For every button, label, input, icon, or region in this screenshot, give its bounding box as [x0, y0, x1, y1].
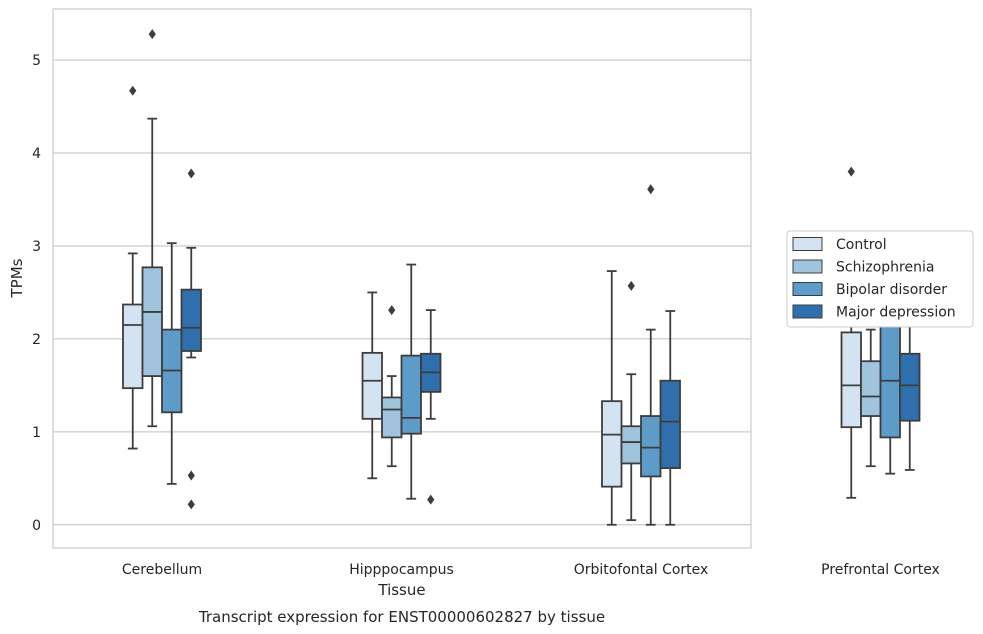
outlier-point	[847, 166, 855, 177]
legend-frame	[786, 230, 974, 328]
legend-label: Major depression	[836, 305, 956, 321]
boxes	[122, 29, 921, 526]
box-body	[180, 288, 202, 352]
box-2-3	[659, 310, 681, 526]
outlier-point	[129, 85, 137, 96]
box-body	[659, 379, 681, 469]
legend-label: Control	[836, 237, 887, 253]
box-body	[601, 400, 623, 488]
legend-swatch	[792, 282, 823, 296]
legend-item: Control	[792, 237, 887, 253]
box-body	[899, 352, 921, 422]
box-body	[640, 415, 662, 478]
box-1-0	[361, 291, 383, 480]
box-1-1	[381, 305, 403, 468]
box-body	[879, 319, 901, 439]
outlier-point	[647, 184, 655, 195]
legend-swatch	[792, 259, 823, 274]
x-tick-label: Cerebellum	[122, 562, 202, 578]
legend: Control Schizophrenia Bipolar disorder Majo…	[786, 230, 974, 328]
box-0-3	[180, 168, 202, 510]
y-tick-labels: 0 1 2 3 4 5	[32, 53, 41, 534]
box-2-1	[620, 280, 642, 522]
y-tick-label: 1	[32, 425, 41, 441]
y-tick-label: 0	[32, 518, 41, 534]
x-tick-label: Prefrontal Cortex	[821, 562, 940, 578]
box-3-1	[860, 328, 882, 468]
box-body	[361, 351, 383, 420]
box-2-0	[601, 270, 623, 526]
outlier-point	[148, 29, 156, 40]
x-tick-labels: Cerebellum Hipppocampus Orbitofontal Corte…	[122, 562, 940, 578]
box-0-1	[141, 29, 163, 428]
box-body	[122, 303, 144, 390]
box-0-0	[122, 85, 144, 450]
x-tick-label: Hipppocampus	[349, 562, 454, 578]
box-body	[860, 360, 882, 417]
chart-caption: Transcript expression for ENST0000060282…	[198, 608, 605, 626]
y-axis-title: TPMs	[8, 258, 26, 298]
box-body	[400, 354, 422, 435]
outlier-point	[427, 494, 435, 505]
outlier-point	[187, 470, 195, 481]
box-3-0	[840, 166, 862, 499]
box-2-2	[640, 184, 662, 526]
legend-item: Bipolar disorder	[792, 282, 947, 298]
legend-item: Schizophrenia	[792, 259, 934, 276]
x-tick-label: Orbitofontal Cortex	[574, 562, 709, 578]
legend-label: Bipolar disorder	[836, 282, 947, 298]
box-0-2	[161, 242, 183, 485]
outlier-point	[187, 168, 195, 179]
y-tick-label: 4	[32, 146, 41, 162]
y-tick-label: 2	[32, 332, 41, 348]
legend-item: Major depression	[792, 304, 956, 321]
box-1-3	[420, 309, 442, 505]
outlier-point	[187, 499, 195, 510]
y-tick-label: 5	[32, 53, 41, 69]
x-axis-title: Tissue	[377, 581, 425, 599]
box-body	[840, 331, 862, 429]
plot-area-frame	[52, 8, 752, 549]
outlier-point	[388, 305, 396, 316]
box-body	[620, 425, 642, 465]
box-body	[381, 396, 403, 439]
legend-swatch	[792, 237, 823, 251]
outlier-point	[627, 280, 635, 291]
y-tick-label: 3	[32, 239, 41, 255]
box-body	[141, 266, 163, 377]
legend-swatch	[792, 304, 823, 319]
legend-label: Schizophrenia	[836, 260, 934, 276]
box-1-2	[400, 263, 422, 500]
